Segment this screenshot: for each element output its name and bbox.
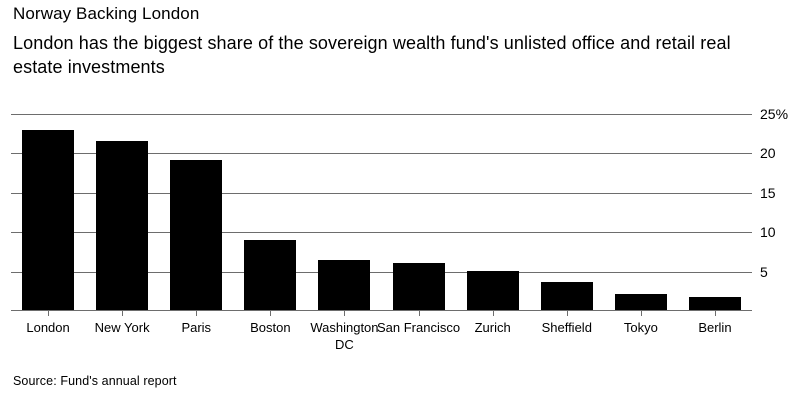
gridline — [11, 232, 752, 234]
x-axis-tick — [344, 311, 346, 316]
y-axis-tick-label: 5 — [760, 263, 768, 280]
x-axis-category-label: London — [26, 320, 70, 335]
x-axis-category-label: Tokyo — [623, 320, 658, 335]
x-axis-category-label: Sheffield — [541, 320, 592, 335]
bar-new-york — [96, 140, 149, 310]
bar-chart-plot: 5 10 15 20 25% London New York Paris Boston Washi… — [11, 106, 788, 352]
x-axis-tick — [270, 311, 272, 316]
x-axis-tick — [566, 311, 568, 316]
x-axis-category-label: Boston — [250, 320, 291, 335]
x-axis-category-label: Paris — [181, 320, 212, 335]
bar-paris — [170, 160, 223, 310]
bar-berlin — [688, 297, 741, 310]
x-axis-tick — [714, 311, 716, 316]
y-axis-tick-label: 25% — [760, 106, 789, 122]
gridline — [11, 114, 752, 115]
bar-london — [22, 130, 75, 310]
y-axis-tick-label: 20 — [760, 145, 776, 162]
bar-boston — [244, 239, 297, 310]
x-axis-category-label: Berlin — [698, 320, 732, 335]
gridline — [11, 153, 752, 155]
x-axis-tick — [48, 311, 50, 316]
x-axis-tick — [196, 311, 198, 316]
bar-zurich — [466, 271, 519, 310]
x-axis-category-label: Zurich — [474, 320, 511, 335]
bar-sheffield — [540, 282, 593, 310]
gridline — [11, 271, 752, 273]
bar-san-francisco — [392, 262, 445, 310]
x-axis-category-label: Washington DC — [310, 320, 379, 352]
x-axis-line — [11, 310, 752, 311]
x-axis-category-label: San Francisco — [377, 320, 461, 335]
x-axis-category-label: New York — [94, 320, 150, 335]
bar-tokyo — [614, 294, 667, 310]
x-axis-tick — [122, 311, 124, 316]
y-axis-tick-label: 10 — [760, 224, 776, 241]
y-axis-tick-label: 15 — [760, 184, 776, 201]
x-axis-tick — [418, 311, 420, 316]
source-note: Source: Fund's annual report — [13, 374, 177, 388]
x-axis-tick — [492, 311, 494, 316]
gridline — [11, 192, 752, 194]
x-axis-tick — [640, 311, 642, 316]
chart-subtitle: London has the biggest share of the sove… — [13, 33, 731, 77]
bar-washington-dc — [318, 260, 371, 310]
chart-title: Norway Backing London — [13, 4, 200, 23]
